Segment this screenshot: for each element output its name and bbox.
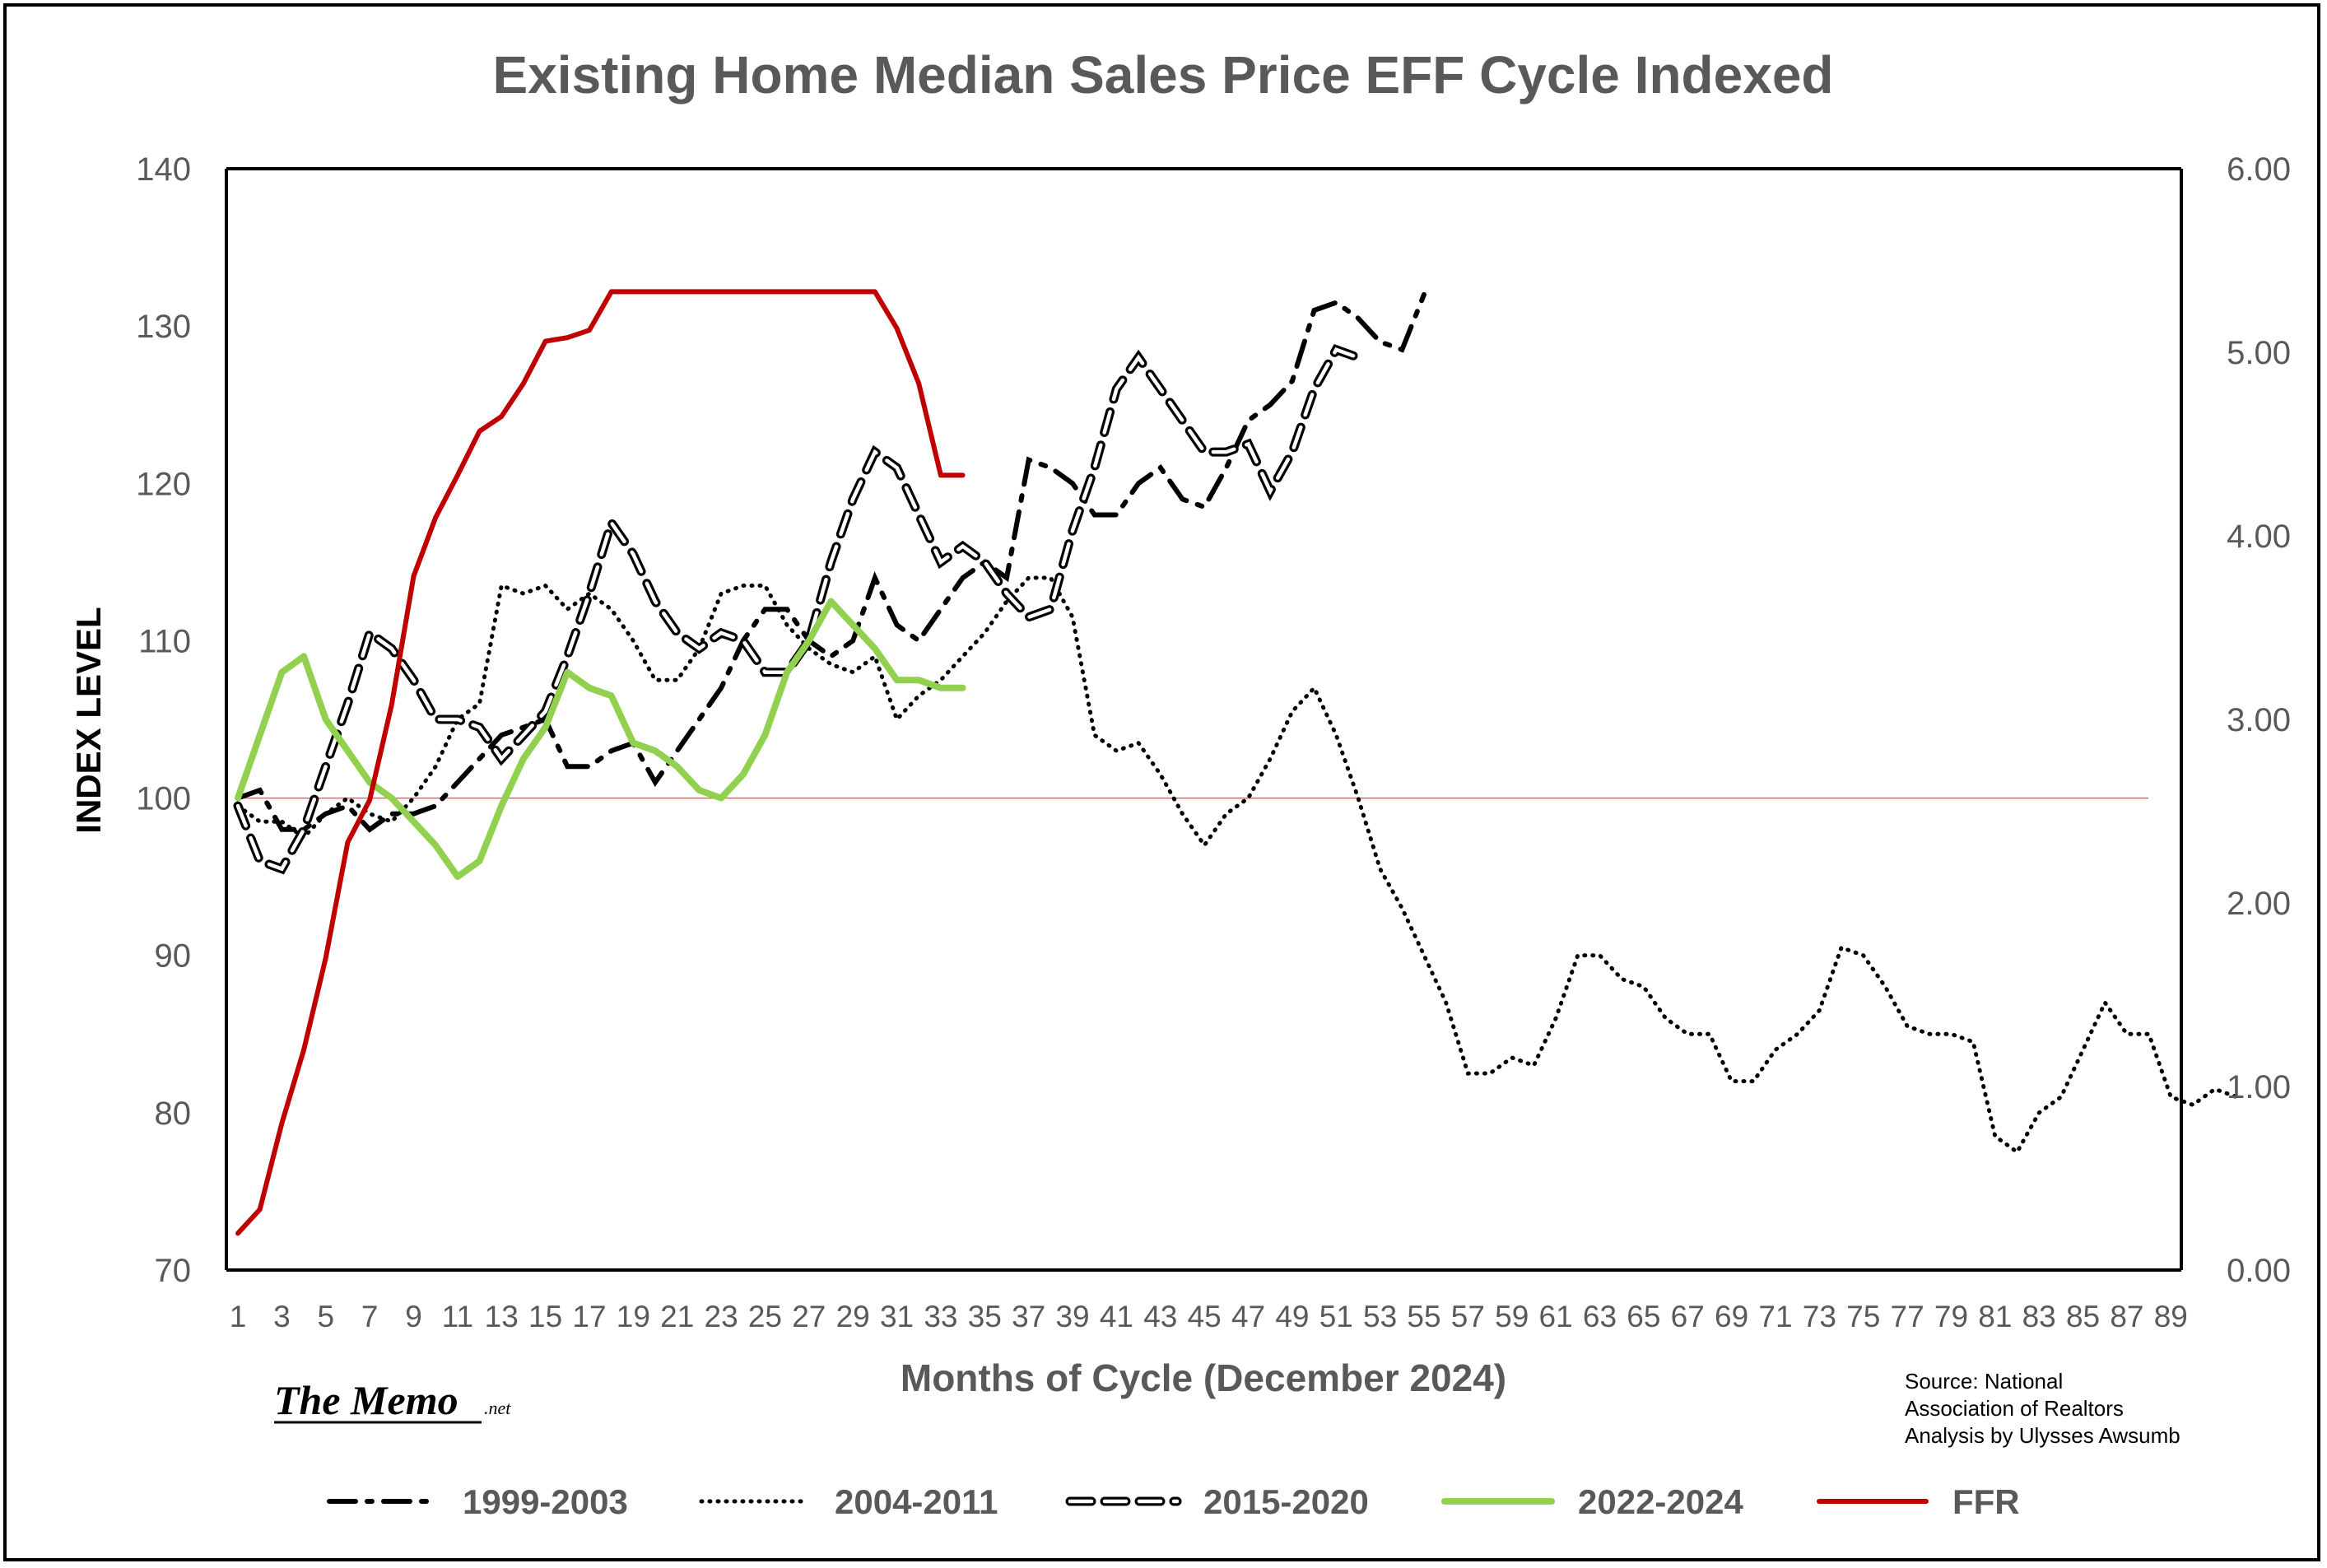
series-1999-2003 (235, 291, 1426, 833)
y2-tick-label: 6.00 (2227, 151, 2291, 188)
series-line-2022-2024 (235, 598, 966, 881)
chart-title: Existing Home Median Sales Price EFF Cyc… (493, 45, 1834, 105)
series-2004-2011 (235, 575, 2239, 1156)
y-tick-label: 70 (155, 1253, 192, 1289)
legend-label-1999-2003: 1999-2003 (463, 1482, 628, 1521)
x-tick-label: 55 (1407, 1300, 1440, 1333)
legend: 1999-2003 2004-2011 2015-2020 2022-2024 FFR (327, 1482, 2020, 1521)
x-tick-label: 77 (1891, 1300, 1924, 1333)
x-tick-label: 29 (836, 1300, 870, 1333)
y-tick-labels: 70 80 90 100 110 120 130 140 (136, 151, 191, 1289)
x-tick-label: 15 (528, 1300, 562, 1333)
y-tick-label: 80 (155, 1096, 192, 1132)
legend-item-1999-2003: 1999-2003 (327, 1482, 628, 1521)
x-tick-label: 71 (1758, 1300, 1792, 1333)
legend-label-ffr: FFR (1952, 1482, 2020, 1521)
x-tick-label: 5 (317, 1300, 334, 1333)
x-tick-label: 13 (485, 1300, 519, 1333)
x-tick-label: 43 (1143, 1300, 1177, 1333)
x-tick-label: 81 (1978, 1300, 2012, 1333)
x-tick-label: 57 (1451, 1300, 1485, 1333)
x-tick-labels: 1 3 5 7 9 11 13 15 17 19 21 23 25 27 29 31 33 35 37 39 41 43 4… (230, 1300, 2188, 1333)
x-tick-label: 53 (1363, 1300, 1397, 1333)
x-tick-label: 61 (1539, 1300, 1573, 1333)
y-tick-label: 120 (136, 466, 191, 502)
legend-item-ffr: FFR (1817, 1482, 2020, 1521)
x-tick-label: 21 (660, 1300, 694, 1333)
legend-label-2022-2024: 2022-2024 (1578, 1482, 1743, 1521)
y2-tick-label: 5.00 (2227, 335, 2291, 371)
x-tick-label: 73 (1803, 1300, 1836, 1333)
x-tick-label: 11 (442, 1300, 473, 1333)
x-tick-label: 3 (273, 1300, 291, 1333)
x-tick-label: 67 (1671, 1300, 1705, 1333)
x-tick-label: 37 (1012, 1300, 1045, 1333)
y-axis-label: INDEX LEVEL (69, 607, 108, 833)
y2-tick-label: 1.00 (2227, 1069, 2291, 1105)
series-2022-2024 (235, 598, 966, 881)
logo-suffix: .net (484, 1398, 511, 1418)
x-tick-label: 47 (1231, 1300, 1265, 1333)
x-axis-label: Months of Cycle (December 2024) (901, 1356, 1506, 1399)
legend-item-2004-2011: 2004-2011 (699, 1482, 998, 1521)
y-tick-label: 110 (138, 623, 191, 659)
x-tick-label: 59 (1495, 1300, 1529, 1333)
legend-label-2015-2020: 2015-2020 (1203, 1482, 1369, 1521)
y2-tick-label: 4.00 (2227, 519, 2291, 555)
chart-frame (3, 3, 2320, 1561)
y-tick-label: 90 (155, 938, 192, 975)
x-tick-label: 27 (792, 1300, 826, 1333)
source-note: Source: National Association of Realtors… (1905, 1369, 2180, 1448)
logo: The Memo .net (274, 1377, 511, 1424)
x-tick-label: 23 (705, 1300, 738, 1333)
y2-tick-label: 3.00 (2227, 702, 2291, 738)
x-tick-label: 25 (748, 1300, 782, 1333)
series-ffr (235, 289, 966, 1236)
source-line-3: Analysis by Ulysses Awsumb (1905, 1423, 2180, 1448)
x-tick-label: 45 (1188, 1300, 1222, 1333)
x-tick-label: 75 (1846, 1300, 1880, 1333)
legend-item-2022-2024: 2022-2024 (1441, 1482, 1743, 1521)
series-line-ffr (235, 289, 966, 1236)
x-tick-label: 83 (2022, 1300, 2056, 1333)
y-tick-label: 140 (136, 151, 191, 188)
x-tick-label: 49 (1275, 1300, 1309, 1333)
x-tick-label: 65 (1627, 1300, 1660, 1333)
x-tick-label: 51 (1319, 1300, 1353, 1333)
x-tick-label: 35 (968, 1300, 1002, 1333)
legend-label-2004-2011: 2004-2011 (835, 1482, 998, 1521)
y-tick-label: 100 (136, 781, 191, 817)
source-line-1: Source: National (1905, 1369, 2063, 1394)
x-tick-label: 41 (1100, 1300, 1133, 1333)
x-tick-label: 63 (1583, 1300, 1617, 1333)
x-tick-label: 33 (924, 1300, 957, 1333)
x-tick-label: 87 (2110, 1300, 2143, 1333)
y2-tick-label: 2.00 (2227, 886, 2291, 922)
y2-tick-labels: 0.00 1.00 2.00 3.00 4.00 5.00 6.00 (2227, 151, 2291, 1289)
source-line-2: Association of Realtors (1905, 1396, 2124, 1421)
y2-tick-label: 0.00 (2227, 1253, 2291, 1289)
series-layer (233, 289, 2239, 1236)
legend-item-2015-2020: 2015-2020 (1065, 1482, 1369, 1521)
x-tick-label: 1 (230, 1300, 247, 1333)
logo-text: The Memo (274, 1377, 458, 1423)
axes-layer (225, 167, 2183, 1272)
x-tick-label: 85 (2066, 1300, 2100, 1333)
x-tick-label: 7 (361, 1300, 379, 1333)
series-line-1999-2003 (235, 291, 1426, 833)
x-tick-label: 9 (405, 1300, 422, 1333)
x-tick-label: 69 (1715, 1300, 1748, 1333)
x-tick-label: 19 (617, 1300, 650, 1333)
x-tick-label: 39 (1055, 1300, 1089, 1333)
x-tick-label: 31 (880, 1300, 914, 1333)
series-line-2004-2011 (235, 575, 2239, 1156)
x-tick-label: 17 (572, 1300, 606, 1333)
x-tick-label: 89 (2154, 1300, 2188, 1333)
x-tick-label: 79 (1934, 1300, 1968, 1333)
y-tick-label: 130 (136, 309, 191, 345)
